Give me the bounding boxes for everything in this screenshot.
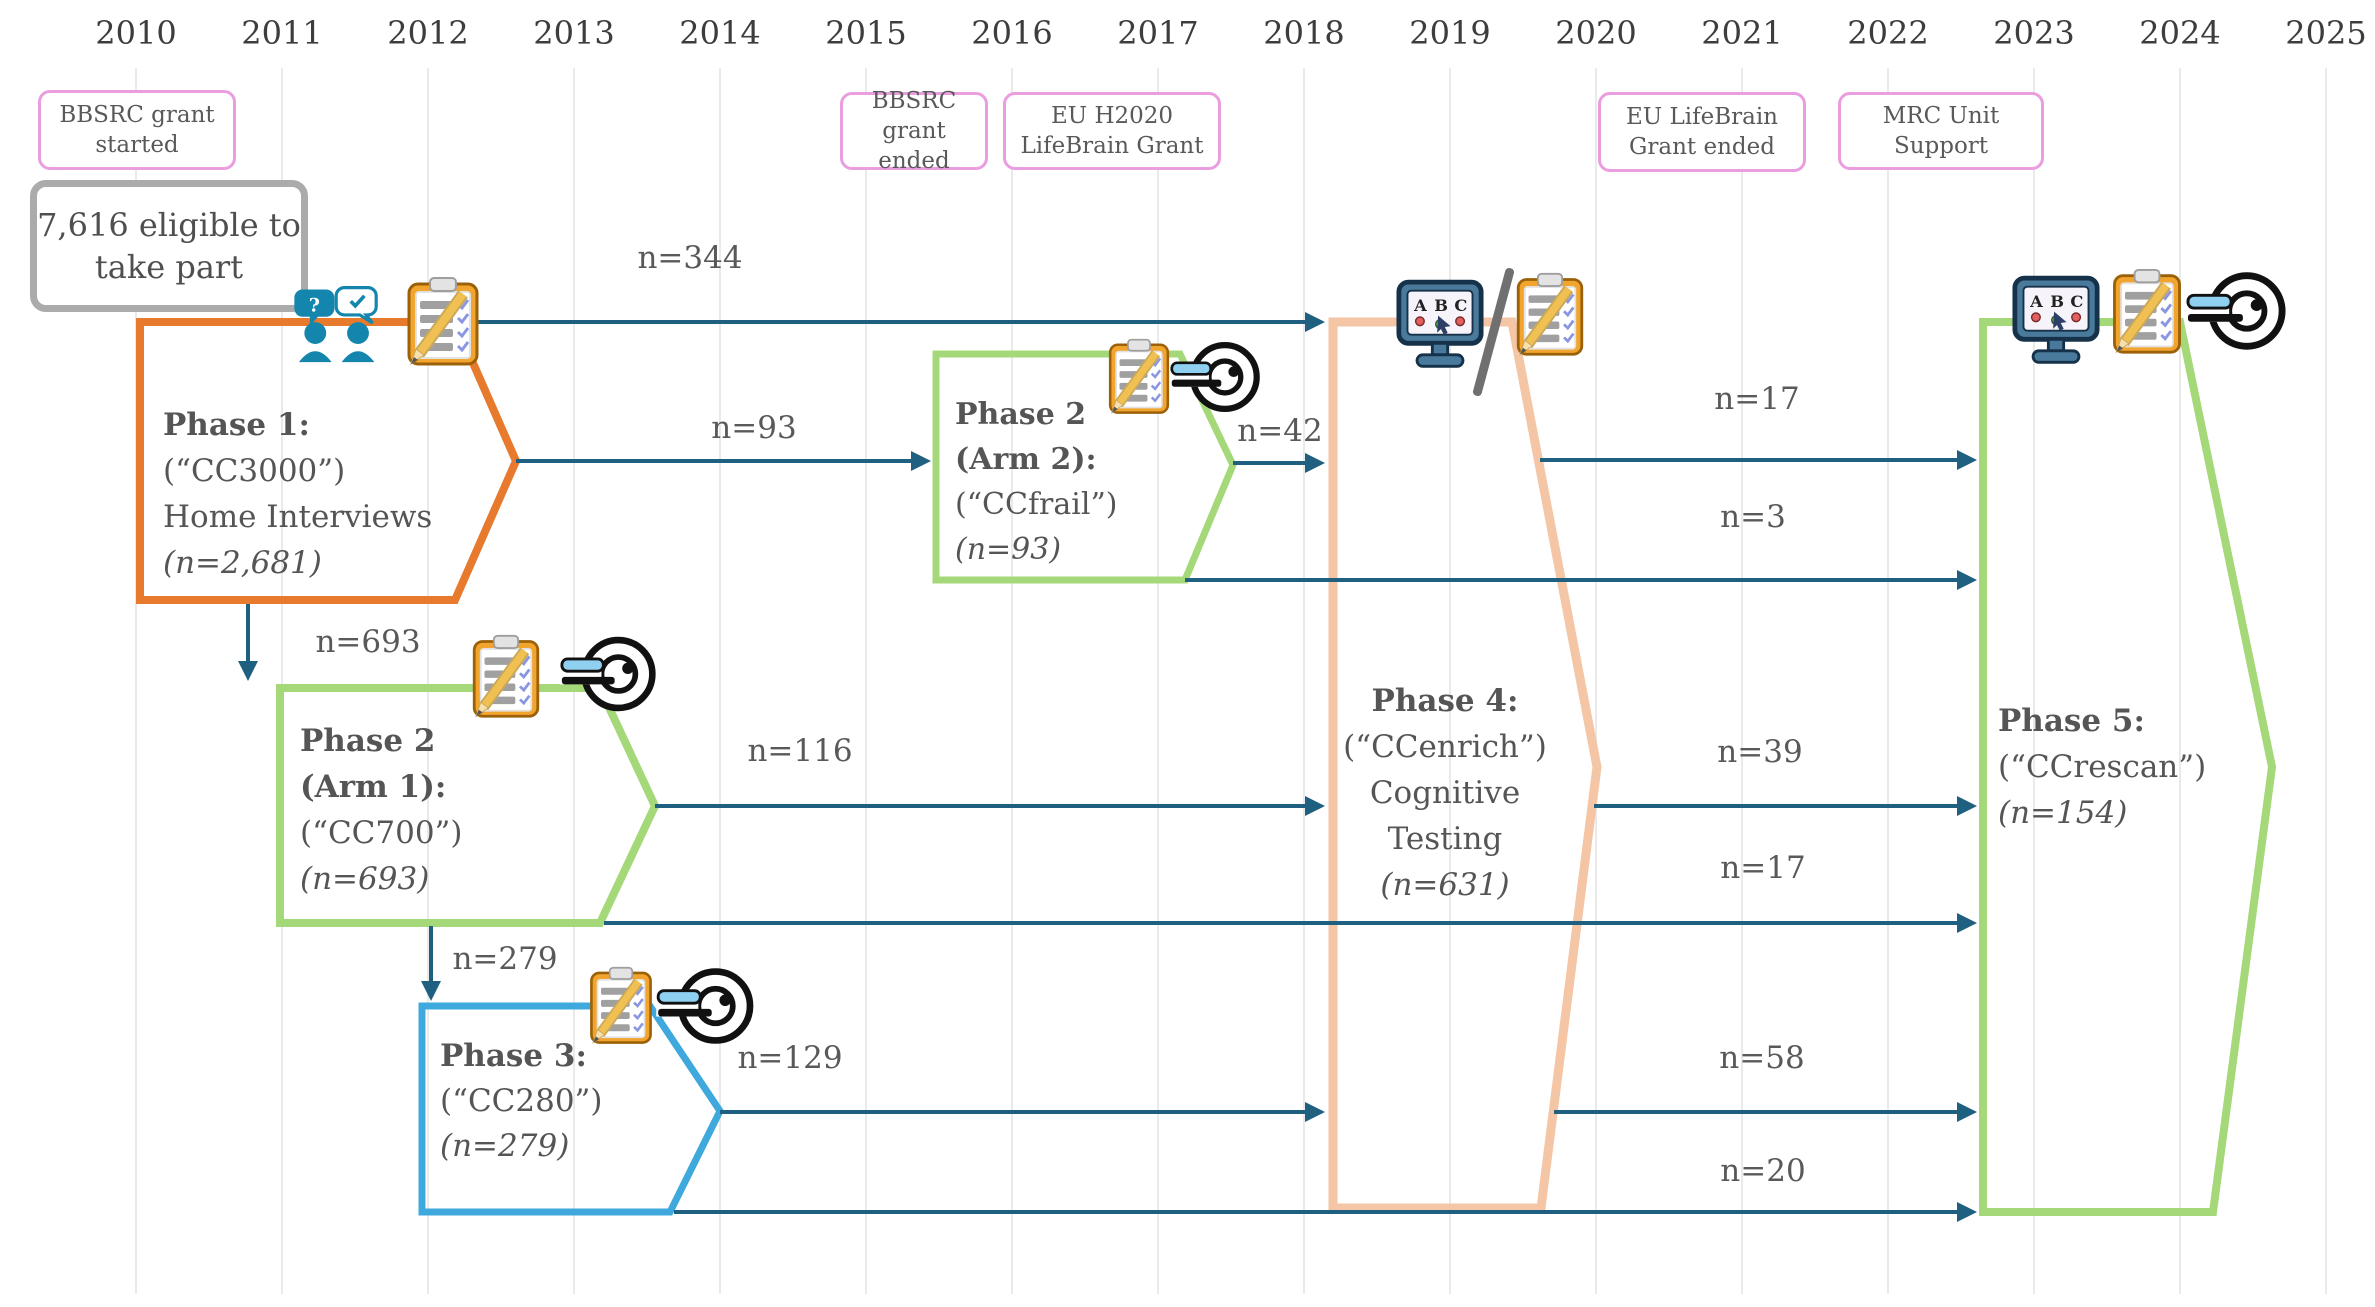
mri-scanner-icon xyxy=(2186,264,2288,358)
flow-label-n116: n=116 xyxy=(747,733,853,769)
phase-n: (n=93) xyxy=(955,532,1062,567)
eligible-count-box: 7,616 eligible to take part xyxy=(30,180,308,312)
flow-label-n58: n=58 xyxy=(1719,1040,1805,1076)
phase-1-text: Phase 1: (“CC3000”) Home Interviews (n=2… xyxy=(163,402,432,586)
year-label: 2024 xyxy=(2139,14,2221,52)
phase-study-name: (“CCenrich”) xyxy=(1343,729,1547,765)
phase-3-text: Phase 3: (“CC280”) (n=279) xyxy=(440,1034,603,1169)
phase-title: Phase 5: xyxy=(1998,703,2145,739)
milestone-bbsrc-grant-started: BBSRC grant started xyxy=(38,90,236,170)
year-label: 2011 xyxy=(241,14,323,52)
phase-title: Phase 3: xyxy=(440,1038,587,1074)
cognitive-test-monitor-icon xyxy=(2012,274,2100,374)
year-label: 2013 xyxy=(533,14,615,52)
phase-study-name: (“CCfrail”) xyxy=(955,487,1118,522)
milestone-eu-h2020-lifebrain-grant: EU H2020 LifeBrain Grant xyxy=(1003,92,1221,170)
flow-label-n20: n=20 xyxy=(1720,1153,1806,1189)
year-label: 2014 xyxy=(679,14,761,52)
phase-study-name: (“CC280”) xyxy=(440,1083,603,1119)
flow-label-n17-upper: n=17 xyxy=(1714,381,1800,417)
phase-title: Phase 2 xyxy=(300,723,436,759)
phase-2-arm-2-text: Phase 2 (Arm 2): (“CCfrail”) (n=93) xyxy=(955,392,1118,572)
questionnaire-clipboard-icon xyxy=(468,634,544,720)
interview-icon xyxy=(288,276,388,372)
phase-title: Phase 4: xyxy=(1371,683,1519,719)
year-label: 2015 xyxy=(825,14,907,52)
phase-title: (Arm 2): xyxy=(955,442,1097,477)
mri-scanner-icon xyxy=(560,630,658,718)
year-label: 2012 xyxy=(387,14,469,52)
flow-label-n39: n=39 xyxy=(1717,734,1803,770)
phase-1-shape xyxy=(136,318,521,604)
year-gridlines xyxy=(135,68,2327,1294)
phase-4-text: Phase 4: (“CCenrich”) Cognitive Testing … xyxy=(1338,678,1552,908)
flow-label-n279: n=279 xyxy=(452,941,558,977)
year-label: 2023 xyxy=(1993,14,2075,52)
flow-label-n344: n=344 xyxy=(637,240,743,276)
phase-5-text: Phase 5: (“CCrescan”) (n=154) xyxy=(1998,698,2206,836)
questionnaire-clipboard-icon xyxy=(2108,268,2186,356)
flow-label-n693: n=693 xyxy=(315,624,421,660)
year-label: 2021 xyxy=(1701,14,1783,52)
phase-title: (Arm 1): xyxy=(300,769,447,805)
year-label: 2017 xyxy=(1117,14,1199,52)
phase-n: (n=2,681) xyxy=(163,545,322,581)
questionnaire-clipboard-icon xyxy=(1512,272,1588,358)
milestone-bbsrc-grant-ended: BBSRC grant ended xyxy=(840,88,988,174)
questionnaire-clipboard-icon xyxy=(586,966,656,1046)
phase-2-arm-1-shape xyxy=(276,684,660,927)
phase-description: Cognitive xyxy=(1369,775,1521,811)
phase-n: (n=631) xyxy=(1380,867,1510,903)
year-label: 2016 xyxy=(971,14,1053,52)
phase-description: Testing xyxy=(1387,821,1503,857)
year-label: 2010 xyxy=(95,14,177,52)
flow-label-n129: n=129 xyxy=(737,1040,843,1076)
phase-n: (n=279) xyxy=(440,1128,570,1164)
year-label: 2025 xyxy=(2285,14,2367,52)
questionnaire-clipboard-icon xyxy=(1104,338,1174,416)
year-label: 2018 xyxy=(1263,14,1345,52)
phase-study-name: (“CC700”) xyxy=(300,815,463,851)
phase-n: (n=693) xyxy=(300,861,430,897)
phase-study-name: (“CC3000”) xyxy=(163,453,346,489)
flow-label-n42: n=42 xyxy=(1237,413,1323,449)
year-label: 2022 xyxy=(1847,14,1929,52)
milestone-eu-lifebrain-grant-ended: EU LifeBrain Grant ended xyxy=(1598,92,1806,172)
phase-title: Phase 2 xyxy=(955,397,1087,432)
milestone-mrc-unit-support: MRC Unit Support xyxy=(1838,92,2044,170)
phase-title: Phase 1: xyxy=(163,407,310,443)
phase-description: Home Interviews xyxy=(163,499,433,535)
flow-label-n93: n=93 xyxy=(711,410,797,446)
year-label: 2020 xyxy=(1555,14,1637,52)
phase-study-name: (“CCrescan”) xyxy=(1998,749,2207,785)
mri-scanner-icon xyxy=(656,962,756,1050)
flow-label-n17-lower: n=17 xyxy=(1720,850,1806,886)
year-label: 2019 xyxy=(1409,14,1491,52)
flow-label-n3: n=3 xyxy=(1720,499,1786,535)
phase-n: (n=154) xyxy=(1998,795,2128,831)
mri-scanner-icon xyxy=(1170,336,1262,418)
phase-2-arm-1-text: Phase 2 (Arm 1): (“CC700”) (n=693) xyxy=(300,718,463,902)
cognitive-test-monitor-icon xyxy=(1396,278,1484,378)
questionnaire-clipboard-icon xyxy=(402,276,484,368)
